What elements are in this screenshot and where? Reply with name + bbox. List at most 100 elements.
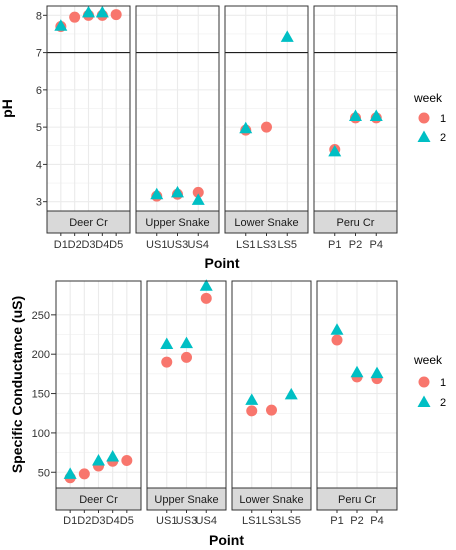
data-point-week1 [110, 9, 122, 21]
facet-panel: Peru Cr P1 P2 P4 [313, 5, 398, 251]
data-point-week2 [350, 365, 364, 378]
data-point-week2 [239, 121, 253, 134]
x-tick-label: D2 [68, 239, 82, 251]
facet-label: Peru Cr [338, 494, 376, 506]
legend-key-week2 [417, 395, 431, 407]
facet-panel: Peru Cr P1 P2 P4 [316, 280, 398, 527]
facet-label: Deer Cr [79, 494, 118, 506]
x-tick-label: D5 [120, 515, 134, 527]
legend-key-week2 [417, 130, 431, 142]
y-axis-title: Specific Conductance (uS) [9, 296, 25, 473]
legend-label: 2 [440, 132, 446, 144]
chart-2: 50 100 150 200 250 Specific Conductance (uS) P… [9, 279, 446, 548]
data-point-week2 [328, 144, 342, 157]
data-point-week2 [82, 5, 95, 18]
x-tick-label: LS5 [277, 239, 297, 251]
data-point-week2 [92, 453, 105, 466]
facet-label: Peru Cr [337, 217, 375, 229]
data-point-week2 [349, 109, 362, 121]
data-point-week1 [266, 404, 277, 416]
data-point-week2 [330, 323, 344, 335]
y-tick-label: 6 [36, 85, 42, 97]
data-point-week2 [171, 185, 184, 198]
data-point-week2 [284, 387, 298, 400]
x-tick-label: LS1 [242, 515, 262, 527]
x-tick-label: US3 [167, 239, 188, 251]
x-tick-label: US1 [156, 515, 177, 527]
legend-label: 1 [440, 113, 446, 125]
x-tick-label: D1 [54, 239, 68, 251]
data-point-week2 [95, 5, 109, 18]
data-point-week2 [191, 193, 205, 205]
data-point-week1 [78, 468, 90, 480]
legend: week 1 2 [413, 91, 446, 144]
y-tick-label: 200 [32, 349, 50, 361]
x-tick-label: D4 [106, 515, 120, 527]
x-tick-label: D2 [77, 515, 91, 527]
x-tick-label: D4 [95, 239, 109, 251]
data-point-week2 [245, 393, 259, 405]
legend-key-week1 [418, 112, 430, 124]
y-tick-label: 150 [32, 389, 50, 401]
facet-label: Lower Snake [234, 217, 298, 229]
data-point-week1 [261, 121, 272, 133]
x-tick-label: P1 [330, 515, 343, 527]
x-tick-label: D3 [91, 515, 105, 527]
data-point-week1 [69, 11, 81, 23]
x-tick-label: P2 [349, 239, 362, 251]
data-point-week2 [106, 450, 120, 462]
y-tick-label: 100 [32, 428, 50, 440]
x-tick-label: D1 [63, 515, 77, 527]
x-tick-label: D3 [81, 239, 95, 251]
x-tick-label: US4 [196, 515, 217, 527]
x-tick-label: P2 [350, 515, 363, 527]
x-tick-label: US3 [176, 515, 197, 527]
y-tick-label: 250 [32, 310, 50, 322]
legend-title: week [413, 91, 443, 105]
data-point-week2 [370, 366, 384, 379]
x-tick-label: P4 [370, 239, 383, 251]
y-tick-label: 3 [36, 197, 42, 209]
data-point-week1 [331, 334, 343, 346]
legend: week 1 2 [413, 353, 446, 409]
facet-panel: Lower Snake LS1 LS3 LS5 [224, 5, 309, 251]
legend-title: week [413, 353, 443, 367]
y-tick-label: 50 [38, 467, 50, 479]
data-point-week1 [246, 405, 258, 417]
x-tick-label: P4 [370, 515, 383, 527]
data-point-week2 [199, 279, 213, 291]
facet-label: Deer Cr [69, 217, 108, 229]
data-point-week1 [192, 186, 204, 198]
x-tick-label: US1 [146, 239, 167, 251]
data-point-week1 [200, 292, 212, 304]
x-axis-title: Point [209, 532, 244, 548]
y-axis-title: pH [0, 99, 15, 118]
x-tick-label: P1 [328, 239, 341, 251]
x-axis-title: Point [205, 255, 240, 271]
y-tick-label: 4 [36, 159, 42, 171]
y-tick-label: 8 [36, 10, 42, 22]
y-tick-label: 5 [36, 122, 42, 134]
facet-panel: Lower Snake LS1 LS3 LS5 [231, 280, 312, 527]
legend-key-week1 [418, 376, 430, 388]
y-tick-label: 7 [36, 48, 42, 60]
facet-label: Upper Snake [145, 217, 209, 229]
data-point-week1 [161, 356, 173, 368]
x-tick-label: LS3 [257, 239, 277, 251]
data-point-week2 [150, 187, 164, 200]
legend-label: 2 [440, 397, 446, 409]
data-point-week2 [63, 467, 77, 479]
data-point-week2 [160, 337, 174, 349]
x-tick-label: US4 [188, 239, 209, 251]
data-point-week1 [121, 454, 133, 466]
data-point-week2 [369, 109, 383, 121]
x-tick-label: D5 [109, 239, 123, 251]
data-point-week1 [181, 351, 192, 363]
facet-label: Lower Snake [239, 494, 303, 506]
